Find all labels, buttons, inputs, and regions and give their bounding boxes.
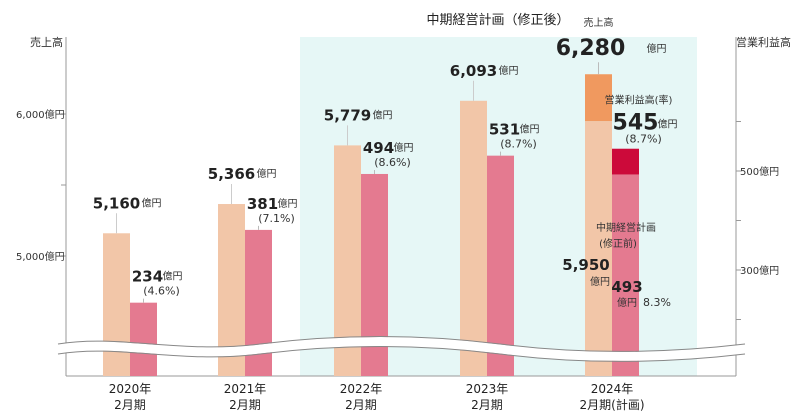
- sales-unit-label: 億円: [647, 42, 667, 55]
- sales-unit-label: 億円: [257, 167, 277, 180]
- axis-break-line: [57, 346, 746, 362]
- profit-rate-label: (7.1%): [258, 212, 295, 225]
- sales-bar: [103, 233, 130, 376]
- category-label: 2022年: [340, 382, 383, 396]
- left-tick-label: 5,000億円: [16, 250, 65, 263]
- plan-before-sales-unit: 億円: [590, 275, 610, 288]
- sales-unit-label: 億円: [373, 108, 393, 121]
- left-tick-label: 6,000億円: [16, 108, 65, 121]
- profit-bar: [487, 155, 514, 376]
- profit-increase-bar: [612, 148, 639, 175]
- profit-value-label: 234: [132, 268, 163, 286]
- sales-caption: 売上高: [584, 16, 614, 29]
- category-sublabel: 2月期(計画): [580, 397, 645, 412]
- category-label: 2023年: [466, 382, 509, 396]
- profit-rate-label: (8.7%): [500, 138, 537, 151]
- right-axis-title: 営業利益高: [736, 35, 791, 49]
- profit-value-label: 381: [247, 195, 278, 213]
- category-label: 2024年: [591, 382, 634, 396]
- plan-before-sales-label: 5,950: [562, 256, 609, 274]
- sales-unit-label: 億円: [142, 196, 162, 209]
- profit-bar: [612, 174, 639, 376]
- sales-value-label: 6,093: [450, 62, 497, 80]
- axis-break-line: [57, 336, 746, 352]
- left-axis-title: 売上高: [30, 35, 63, 49]
- category-sublabel: 2月期: [471, 398, 503, 412]
- plan-before-heading: 中期経営計画: [596, 221, 656, 234]
- category-label: 2021年: [224, 382, 267, 396]
- category-sublabel: 2月期: [345, 398, 377, 412]
- profit-rate-label: (8.7%): [625, 133, 662, 146]
- plan-before-profit-unit: 億円: [617, 296, 637, 309]
- profit-bar: [130, 302, 157, 376]
- profit-rate-label: (8.6%): [374, 156, 411, 169]
- profit-unit-label: 億円: [163, 270, 183, 283]
- category-labels: 2020年 2月期 2021年 2月期 2022年 2月期 2023年 2月期 2024年2月期…: [109, 382, 645, 412]
- axis-break-gap: [57, 337, 746, 361]
- profit-value-label: 494: [363, 139, 394, 157]
- profit-unit-label: 億円: [278, 197, 298, 210]
- plan-before-profit-label: 493: [611, 278, 642, 296]
- plan-before-profit-rate: 8.3%: [643, 296, 671, 309]
- sales-increase-bar: [585, 74, 612, 122]
- sales-value-label: 5,779: [324, 106, 371, 124]
- sales-bar: [585, 121, 612, 376]
- sales-value-label: 5,160: [93, 194, 140, 212]
- bars: [57, 74, 746, 376]
- sales-unit-label: 億円: [499, 64, 519, 77]
- category-sublabel: 2月期: [229, 398, 261, 412]
- profit-unit-label: 億円: [394, 141, 414, 154]
- sales-bar: [460, 100, 487, 376]
- profit-unit-label: 億円: [658, 118, 678, 131]
- profit-caption: 営業利益高(率): [605, 94, 673, 107]
- profit-rate-label: (4.6%): [143, 285, 180, 298]
- chart-title: 中期経営計画（修正後）: [426, 12, 569, 28]
- axes: 5,000億円 6,000億円 300億円 500億円: [16, 37, 779, 377]
- sales-value-label: 6,280: [556, 36, 626, 61]
- category-sublabel: 2月期: [114, 398, 146, 412]
- profit-value-label: 531: [489, 121, 520, 139]
- sales-value-label: 5,366: [208, 165, 255, 183]
- profit-unit-label: 億円: [520, 123, 540, 136]
- plan-before-subheading: (修正前): [599, 237, 637, 250]
- right-tick-label: 300億円: [740, 264, 779, 277]
- category-label: 2020年: [109, 382, 152, 396]
- right-tick-label: 500億円: [740, 165, 779, 178]
- profit-value-label: 545: [613, 111, 659, 136]
